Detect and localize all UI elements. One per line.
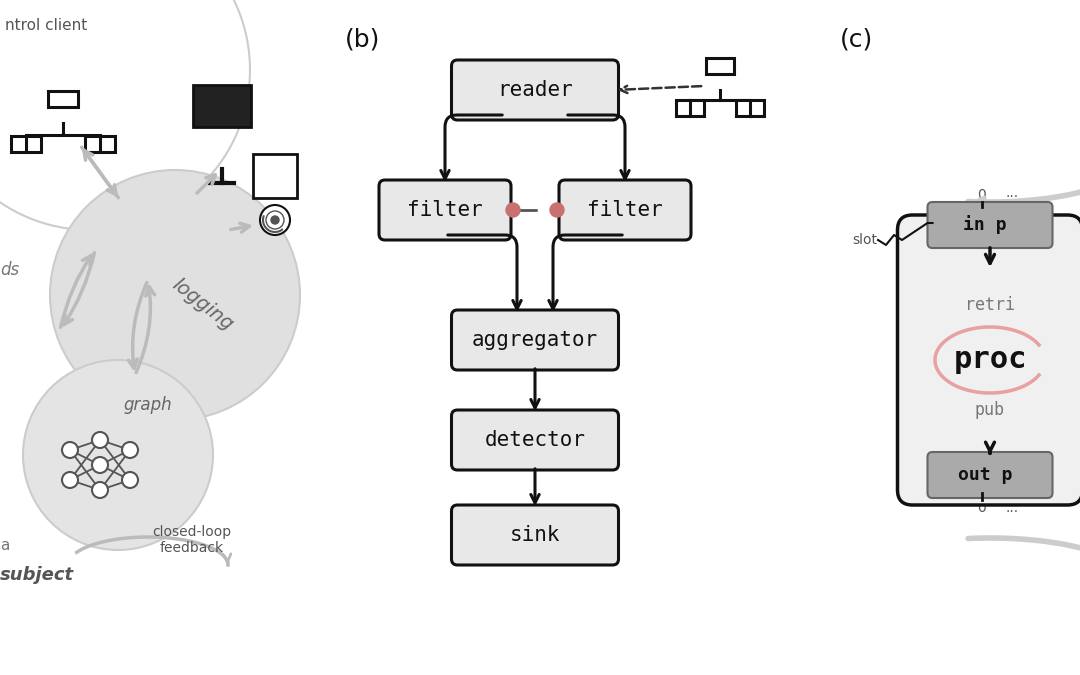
FancyBboxPatch shape xyxy=(897,215,1080,505)
Bar xyxy=(193,85,251,127)
Circle shape xyxy=(23,360,213,550)
Bar xyxy=(11,136,41,152)
Text: ntrol client: ntrol client xyxy=(5,18,87,33)
Text: in p: in p xyxy=(963,215,1007,234)
Text: graph: graph xyxy=(124,396,173,414)
Text: 0: 0 xyxy=(977,501,986,515)
Text: sink: sink xyxy=(510,525,561,545)
Bar xyxy=(676,100,704,116)
Text: proc: proc xyxy=(954,346,1027,375)
Text: aggregator: aggregator xyxy=(472,330,598,350)
Circle shape xyxy=(122,442,138,458)
Circle shape xyxy=(122,472,138,488)
Circle shape xyxy=(507,203,519,217)
FancyBboxPatch shape xyxy=(379,180,511,240)
FancyBboxPatch shape xyxy=(451,505,619,565)
Circle shape xyxy=(550,203,564,217)
Text: logging: logging xyxy=(168,275,238,335)
Text: a: a xyxy=(0,537,10,553)
Text: reader: reader xyxy=(497,80,572,100)
Bar xyxy=(253,154,297,198)
FancyBboxPatch shape xyxy=(928,452,1053,498)
Text: detector: detector xyxy=(485,430,585,450)
Circle shape xyxy=(62,472,78,488)
Text: pub: pub xyxy=(975,401,1005,419)
Circle shape xyxy=(266,211,284,229)
Text: (c): (c) xyxy=(840,28,874,52)
Text: ...: ... xyxy=(1005,186,1018,200)
Circle shape xyxy=(92,432,108,448)
Text: 0: 0 xyxy=(977,188,986,202)
FancyBboxPatch shape xyxy=(451,60,619,120)
Circle shape xyxy=(50,170,300,420)
Circle shape xyxy=(92,457,108,473)
FancyBboxPatch shape xyxy=(451,410,619,470)
Text: ...: ... xyxy=(1005,501,1018,515)
Circle shape xyxy=(62,442,78,458)
FancyBboxPatch shape xyxy=(928,202,1053,248)
Circle shape xyxy=(260,205,291,235)
Circle shape xyxy=(92,482,108,498)
Bar xyxy=(48,91,78,107)
Text: retri: retri xyxy=(966,296,1015,314)
Text: slot: slot xyxy=(852,233,877,247)
Text: subject: subject xyxy=(0,566,75,584)
Bar xyxy=(706,58,734,74)
Text: filter: filter xyxy=(588,200,663,220)
Bar xyxy=(735,100,764,116)
FancyBboxPatch shape xyxy=(559,180,691,240)
Text: filter: filter xyxy=(407,200,483,220)
FancyBboxPatch shape xyxy=(451,310,619,370)
Text: ds: ds xyxy=(0,261,19,279)
Text: out p: out p xyxy=(958,466,1012,484)
Text: (b): (b) xyxy=(345,28,380,52)
Text: closed-loop
feedback: closed-loop feedback xyxy=(152,525,231,555)
Circle shape xyxy=(271,216,279,224)
Bar xyxy=(85,136,114,152)
